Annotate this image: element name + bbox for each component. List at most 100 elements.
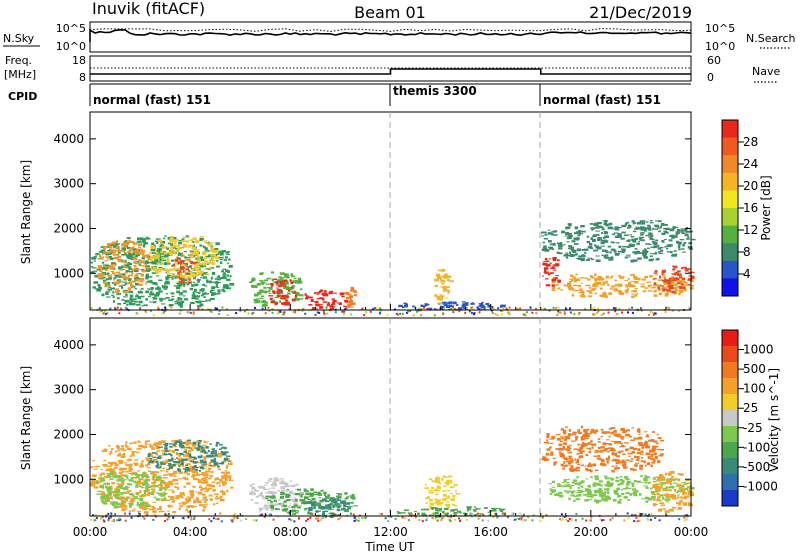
data-cell <box>116 306 119 309</box>
data-cell <box>121 243 124 247</box>
data-cell <box>199 288 202 292</box>
data-cell <box>107 474 110 477</box>
data-cell <box>145 275 149 278</box>
data-cell <box>212 450 218 453</box>
data-cell <box>663 230 668 233</box>
data-cell <box>201 472 204 475</box>
data-cell <box>133 472 138 476</box>
data-cell <box>224 285 229 287</box>
data-cell <box>628 455 631 457</box>
data-cell <box>661 279 666 282</box>
data-cell <box>183 458 188 461</box>
data-cell <box>314 493 317 495</box>
data-cell <box>160 240 165 244</box>
data-cell <box>135 282 139 286</box>
data-cell <box>641 512 644 515</box>
data-cell <box>619 226 622 229</box>
data-cell <box>585 259 590 261</box>
velocity-colorbar-frame <box>721 329 739 507</box>
data-cell <box>113 476 116 478</box>
data-cell <box>203 272 208 274</box>
data-cell <box>105 477 110 479</box>
data-cell <box>497 307 500 310</box>
data-cell <box>95 517 98 519</box>
data-cell <box>654 486 660 490</box>
data-cell <box>108 476 111 478</box>
data-cell <box>138 263 142 266</box>
data-cell <box>282 311 285 314</box>
data-cell <box>146 489 150 492</box>
data-cell <box>301 310 304 312</box>
data-cell <box>124 512 126 515</box>
data-cell <box>182 458 185 461</box>
data-cell <box>172 490 175 494</box>
data-cell <box>229 479 234 481</box>
data-cell <box>210 276 213 280</box>
data-cell <box>587 491 592 495</box>
data-cell <box>160 243 163 246</box>
data-cell <box>139 237 144 240</box>
data-cell <box>549 492 553 496</box>
data-cell <box>227 460 232 462</box>
data-cell <box>417 512 420 515</box>
data-cell <box>609 288 614 290</box>
data-cell <box>689 287 694 290</box>
data-cell <box>610 241 615 244</box>
data-cell <box>650 439 655 442</box>
data-cell <box>439 307 444 311</box>
data-cell <box>101 516 104 519</box>
data-cell <box>108 264 114 268</box>
data-cell <box>606 480 610 484</box>
data-cell <box>452 494 456 498</box>
data-cell <box>390 515 393 518</box>
data-cell <box>220 489 224 491</box>
data-cell <box>555 433 561 435</box>
data-cell <box>267 499 272 501</box>
data-cell <box>151 272 156 274</box>
data-cell <box>180 445 185 447</box>
data-cell <box>584 465 589 467</box>
data-cell <box>611 233 615 236</box>
data-cell <box>657 437 662 440</box>
data-cell <box>165 297 170 299</box>
data-cell <box>291 298 296 302</box>
data-cell <box>345 297 351 299</box>
data-cell <box>117 260 121 263</box>
data-cell <box>565 492 570 494</box>
data-cell <box>110 448 114 451</box>
data-cell <box>271 279 274 282</box>
data-cell <box>575 466 581 469</box>
data-cell <box>527 516 530 519</box>
data-cell <box>194 290 197 293</box>
data-cell <box>407 512 413 515</box>
data-cell <box>586 240 591 244</box>
data-cell <box>128 468 133 471</box>
data-cell <box>140 464 143 468</box>
data-cell <box>631 427 634 429</box>
data-cell <box>543 308 546 310</box>
data-cell <box>654 270 658 273</box>
data-cell <box>634 490 639 492</box>
data-cell <box>229 283 235 286</box>
data-cell <box>589 519 592 522</box>
data-cell <box>643 444 647 446</box>
data-cell <box>194 273 199 276</box>
data-cell <box>182 468 188 470</box>
data-cell <box>446 501 450 503</box>
data-cell <box>621 445 626 447</box>
data-cell <box>598 493 603 495</box>
data-cell <box>325 504 330 507</box>
data-cell <box>207 257 210 259</box>
data-cell <box>598 480 603 483</box>
data-cell <box>445 504 448 506</box>
data-cell <box>115 489 118 493</box>
data-cell <box>202 493 206 496</box>
data-cell <box>337 496 342 499</box>
data-cell <box>107 243 112 245</box>
data-cell <box>141 483 146 486</box>
data-cell <box>567 451 572 454</box>
data-cell <box>156 463 160 466</box>
data-cell <box>273 278 278 280</box>
data-cell <box>136 451 140 453</box>
